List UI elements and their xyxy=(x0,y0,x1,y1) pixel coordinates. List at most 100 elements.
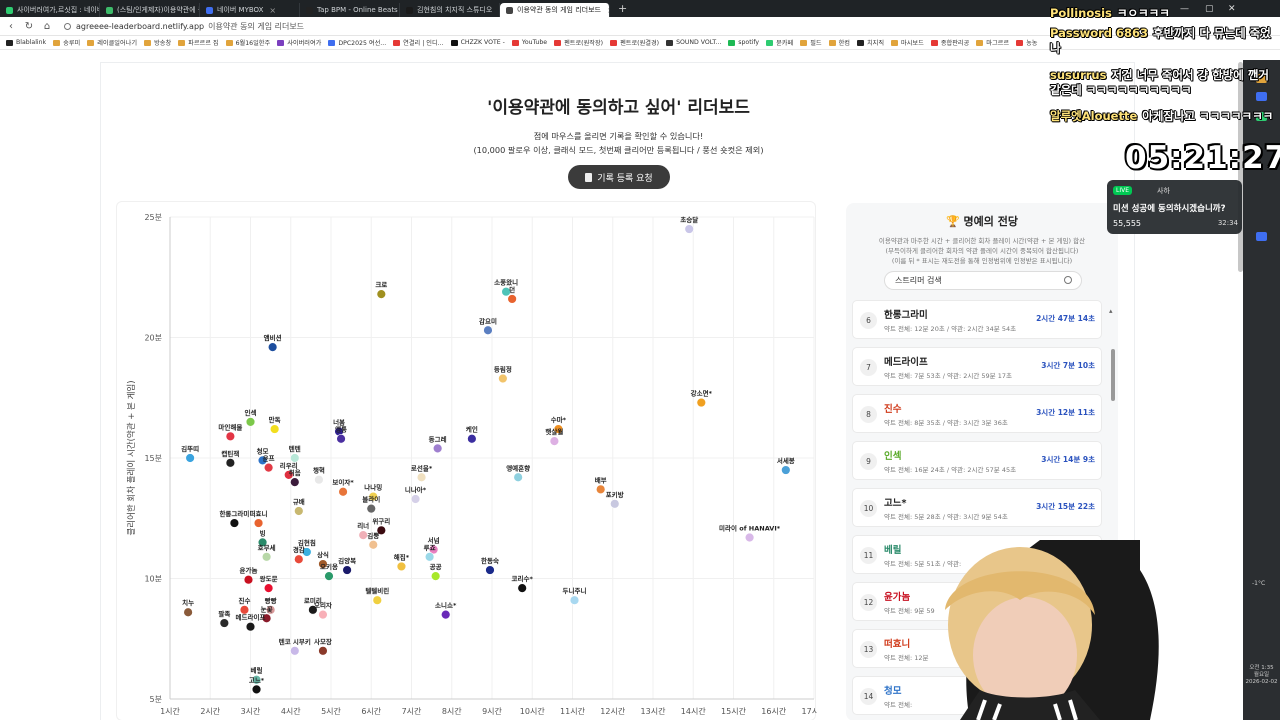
data-point[interactable] xyxy=(251,684,262,695)
bookmark-item[interactable]: 연결리 | 인디... xyxy=(393,38,444,47)
rank-card[interactable]: 9 인섹 약트 전체: 16분 24초 / 약관: 2시간 57분 45초 3시간 1… xyxy=(852,441,1102,480)
data-point[interactable] xyxy=(245,622,256,632)
bookmark-item[interactable]: 사이버러여가 xyxy=(277,38,321,47)
data-point[interactable] xyxy=(376,289,387,299)
data-point[interactable] xyxy=(483,325,493,335)
data-point[interactable] xyxy=(684,224,694,234)
bookmark-item[interactable]: 펜트로(원작장) xyxy=(554,38,603,47)
data-point[interactable] xyxy=(318,646,328,656)
browser-tab[interactable]: 이용약관 동의 게임 리더보드 × xyxy=(500,3,610,17)
bookmark-item[interactable]: SOUND VOLT... xyxy=(666,39,721,46)
data-point[interactable] xyxy=(485,565,495,575)
data-point[interactable] xyxy=(263,462,274,473)
maximize-button[interactable]: ▢ xyxy=(1205,3,1214,14)
tab-close-icon[interactable]: × xyxy=(607,6,609,15)
data-point[interactable] xyxy=(696,397,706,408)
data-point[interactable] xyxy=(569,595,580,605)
data-point[interactable] xyxy=(416,472,427,482)
data-point[interactable] xyxy=(744,532,755,543)
bookmark-item[interactable]: 뮨카페 xyxy=(766,38,793,47)
data-point[interactable] xyxy=(219,618,230,628)
app-icon[interactable] xyxy=(1256,74,1267,83)
data-point[interactable] xyxy=(318,609,328,620)
data-point[interactable] xyxy=(267,342,278,352)
data-point[interactable] xyxy=(549,436,560,446)
reload-icon[interactable]: ↻ xyxy=(24,20,34,32)
data-point[interactable] xyxy=(507,294,517,304)
bookmark-item[interactable]: 펜트로(원결경) xyxy=(610,38,659,47)
bookmark-item[interactable]: 숭루미 xyxy=(53,38,80,47)
data-point[interactable] xyxy=(342,565,352,575)
data-point[interactable] xyxy=(294,506,304,516)
data-point[interactable] xyxy=(294,554,304,564)
data-point[interactable] xyxy=(336,434,346,444)
data-point[interactable] xyxy=(368,540,378,550)
bookmark-item[interactable]: 종합판리공 xyxy=(930,38,969,47)
data-point[interactable] xyxy=(290,453,300,463)
app-icon[interactable] xyxy=(1256,92,1267,101)
tab-close-icon[interactable]: × xyxy=(269,5,277,15)
rank-card[interactable]: 7 메드라이프 약트 전체: 7분 53초 / 약관: 2시간 59분 17초 3시간… xyxy=(852,347,1102,386)
data-point[interactable] xyxy=(498,373,508,384)
bookmark-item[interactable]: 필드 xyxy=(800,38,822,47)
data-point[interactable] xyxy=(424,552,435,562)
bookmark-item[interactable]: Blablalink xyxy=(6,39,46,46)
data-point[interactable] xyxy=(263,583,274,593)
data-point[interactable] xyxy=(245,417,256,427)
rank-card[interactable]: 8 진수 약트 전체: 8분 35초 / 약관: 3시간 3분 36초 3시간 12분… xyxy=(852,394,1102,433)
data-point[interactable] xyxy=(467,434,477,444)
app-icon[interactable] xyxy=(1256,232,1267,241)
data-point[interactable] xyxy=(257,455,268,466)
data-point[interactable] xyxy=(225,458,236,468)
url-field[interactable]: agreeee-leaderboard.netlify.app 이용약관 동의 … xyxy=(64,21,304,32)
data-point[interactable] xyxy=(229,518,240,528)
site-info-icon[interactable] xyxy=(64,22,71,30)
data-point[interactable] xyxy=(239,605,250,615)
data-point[interactable] xyxy=(290,477,300,487)
rank-card[interactable]: 6 한롱그라미 약트 전체: 12분 20초 / 약관: 2시간 34분 54초 2시… xyxy=(852,300,1102,339)
browser-tab[interactable]: (스팀/인게제자)이용약관에 동의× xyxy=(100,3,200,17)
close-window-button[interactable]: ✕ xyxy=(1228,3,1236,14)
record-request-button[interactable]: 기록 등록 요청 xyxy=(568,165,670,189)
data-point[interactable] xyxy=(501,287,511,297)
data-point[interactable] xyxy=(610,499,620,509)
home-icon[interactable]: ⌂ xyxy=(43,20,51,32)
new-tab-button[interactable]: + xyxy=(618,2,628,15)
bookmark-item[interactable]: YouTube xyxy=(511,39,547,46)
bookmark-item[interactable]: 농농 xyxy=(1016,38,1037,47)
back-icon[interactable]: ‹ xyxy=(9,20,13,32)
streamer-search-input[interactable]: 스트리머 검색 xyxy=(884,271,1082,290)
data-point[interactable] xyxy=(553,424,564,434)
rank-card[interactable]: 10 고느* 약트 전체: 5분 28초 / 약관: 3시간 9분 54초 3시간 1… xyxy=(852,488,1102,527)
data-point[interactable] xyxy=(441,609,451,620)
data-point[interactable] xyxy=(185,453,195,463)
app-icon[interactable] xyxy=(1256,112,1267,121)
data-point[interactable] xyxy=(372,595,382,605)
data-point[interactable] xyxy=(430,571,441,581)
data-point[interactable] xyxy=(781,465,791,475)
data-point[interactable] xyxy=(290,646,300,656)
data-point[interactable] xyxy=(284,470,294,480)
data-point[interactable] xyxy=(338,487,348,497)
data-point[interactable] xyxy=(253,518,264,528)
data-point[interactable] xyxy=(358,530,368,540)
data-point[interactable] xyxy=(225,431,236,442)
data-point[interactable] xyxy=(368,491,378,502)
data-point[interactable] xyxy=(318,559,328,569)
data-point[interactable] xyxy=(269,424,280,434)
data-point[interactable] xyxy=(517,583,527,593)
bookmark-item[interactable]: 마그르르 xyxy=(976,38,1009,47)
bookmark-item[interactable]: spotify xyxy=(728,39,759,46)
bookmark-item[interactable]: 마시보드 xyxy=(891,38,924,47)
data-point[interactable] xyxy=(314,474,324,485)
browser-tab[interactable]: 김현침의 치지직 스튜디오 × xyxy=(400,3,500,17)
bookmark-item[interactable]: 파르르르 집 xyxy=(178,38,219,47)
data-point[interactable] xyxy=(251,675,262,685)
data-point[interactable] xyxy=(428,544,439,555)
tab-close-icon[interactable]: × xyxy=(498,6,499,15)
data-point[interactable] xyxy=(513,472,523,482)
data-point[interactable] xyxy=(308,605,318,615)
minimize-button[interactable]: — xyxy=(1180,3,1189,14)
data-point[interactable] xyxy=(376,525,387,535)
rank-list-scrollbar[interactable] xyxy=(1111,349,1115,401)
